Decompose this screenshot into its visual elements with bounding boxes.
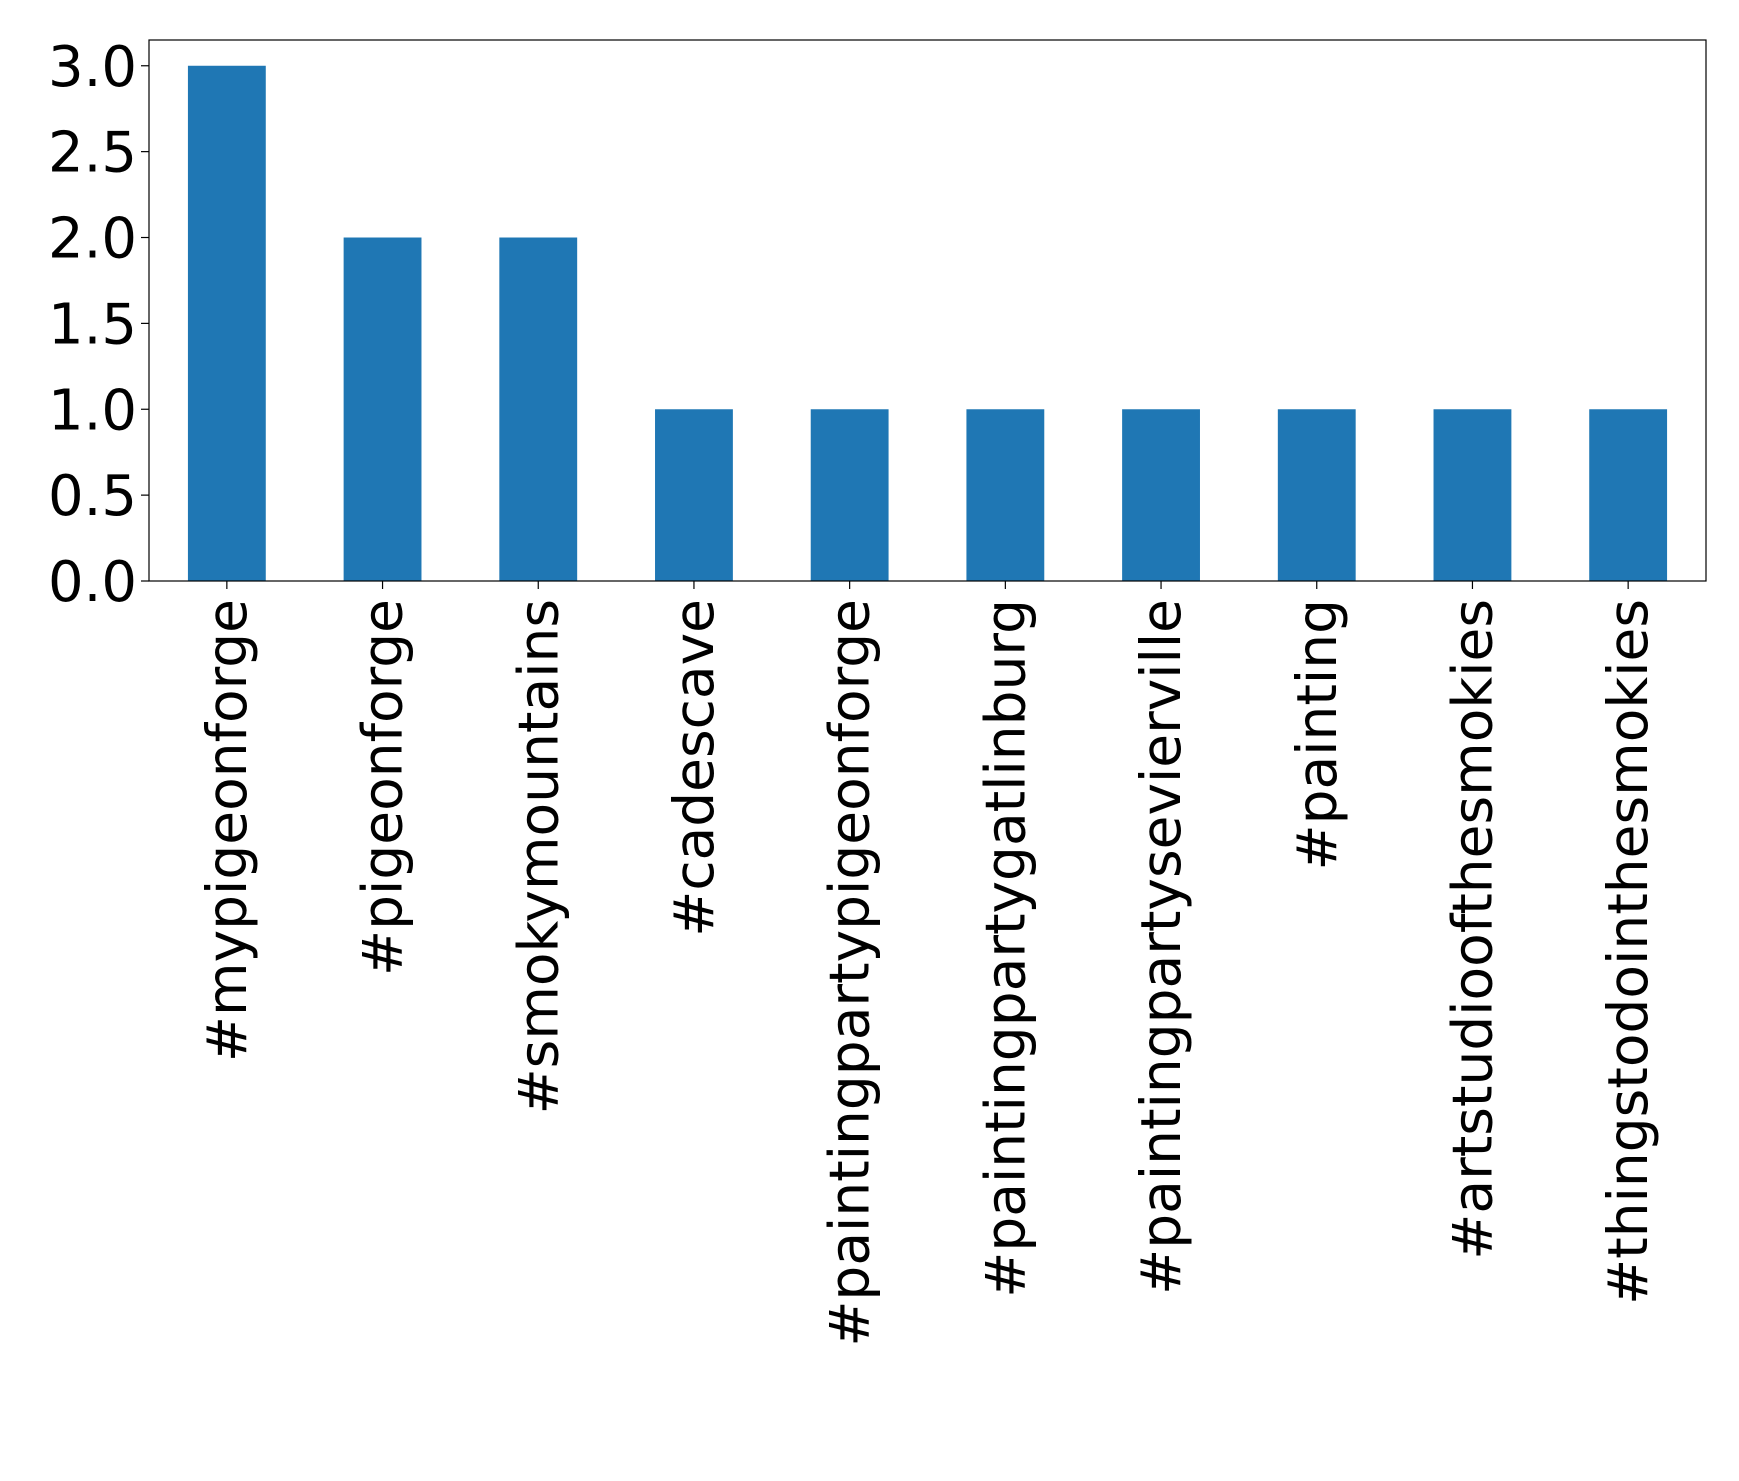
bar-8 <box>1433 409 1512 581</box>
bar-7 <box>1277 409 1356 581</box>
y-tick-label-1: 0.5 <box>48 464 137 529</box>
bar-4 <box>810 409 889 581</box>
x-tick-label-4: #paintingpartypigeonforge <box>818 599 882 1347</box>
x-tick-label-9: #thingstodointhesmokies <box>1596 599 1660 1305</box>
x-tick-label-3: #cadescave <box>662 599 726 937</box>
x-tick-label-6: #paintingpartysevierville <box>1129 599 1193 1295</box>
x-tick-label-5: #paintingpartygatlinburg <box>973 599 1037 1298</box>
bar-0 <box>187 65 266 581</box>
x-tick-label-0: #mypigeonforge <box>195 599 259 1062</box>
y-tick-label-2: 1.0 <box>48 378 137 443</box>
y-tick-label-3: 1.5 <box>48 292 137 357</box>
bars-layer <box>187 65 1668 581</box>
bar-1 <box>343 237 422 581</box>
bar-2 <box>499 237 578 581</box>
y-tick-label-0: 0.0 <box>48 550 137 615</box>
y-tick-label-5: 2.5 <box>48 121 137 186</box>
x-tick-label-2: #smokymountains <box>506 599 570 1114</box>
plot-frame <box>148 39 1707 582</box>
x-tick-label-1: #pigeonforge <box>351 599 415 976</box>
y-tick-label-6: 3.0 <box>48 35 137 100</box>
y-axis: 0.0 0.5 1.0 1.5 2.0 2.5 3.0 <box>48 35 149 615</box>
x-tick-label-7: #painting <box>1285 599 1349 870</box>
y-tick-label-4: 2.0 <box>48 207 137 272</box>
bar-5 <box>966 409 1045 581</box>
bar-9 <box>1589 409 1668 581</box>
bar-3 <box>655 409 733 581</box>
bar-6 <box>1122 409 1200 581</box>
x-tick-label-8: #artstudioofthesmokies <box>1440 599 1504 1260</box>
x-axis: #mypigeonforge #pigeonforge #smokymountain… <box>195 581 1660 1347</box>
